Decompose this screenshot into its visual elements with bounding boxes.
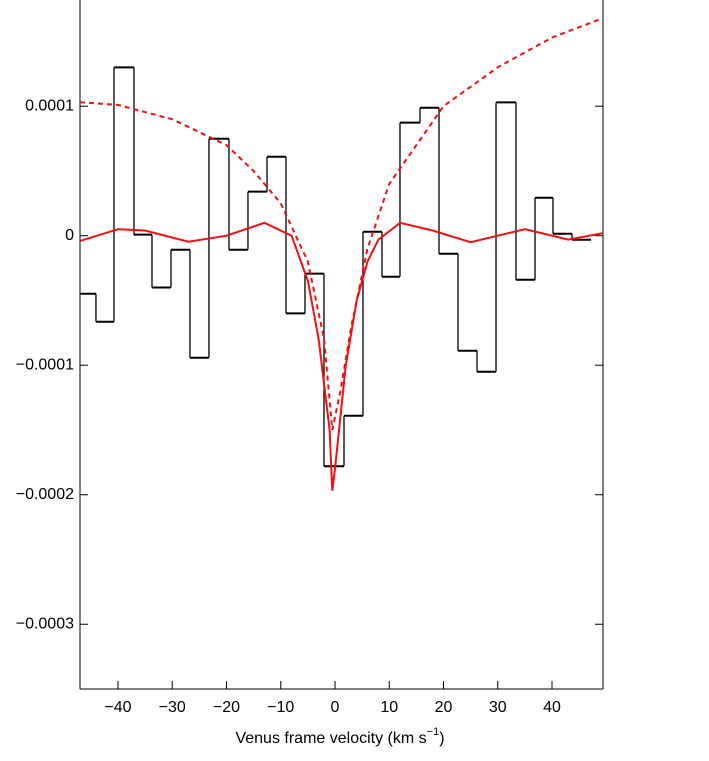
x-tick-label: −40 bbox=[104, 699, 131, 716]
y-tick-label: 0.0001 bbox=[25, 97, 74, 114]
y-tick-label: −0.0002 bbox=[16, 486, 74, 503]
y-tick-label: −0.0003 bbox=[16, 615, 74, 632]
x-tick-label: 10 bbox=[380, 699, 398, 716]
x-tick-label: 30 bbox=[489, 699, 507, 716]
x-label-main: Venus frame velocity (km s bbox=[235, 730, 426, 747]
x-tick-label: −20 bbox=[213, 699, 240, 716]
fit-line bbox=[79, 221, 604, 491]
x-tick-label: 40 bbox=[543, 699, 561, 716]
y-tick-label: 0 bbox=[65, 227, 74, 244]
dashed-line bbox=[79, 17, 604, 431]
x-tick-label: −30 bbox=[159, 699, 186, 716]
x-tick-label: 20 bbox=[435, 699, 453, 716]
x-tick-label: 0 bbox=[331, 699, 340, 716]
x-label-end: ) bbox=[439, 730, 444, 747]
y-tick-label: −0.0001 bbox=[16, 356, 74, 373]
x-label-sup: −1 bbox=[427, 726, 440, 738]
x-axis-label: Venus frame velocity (km s−1) bbox=[235, 726, 444, 747]
x-tick-label: −10 bbox=[267, 699, 294, 716]
